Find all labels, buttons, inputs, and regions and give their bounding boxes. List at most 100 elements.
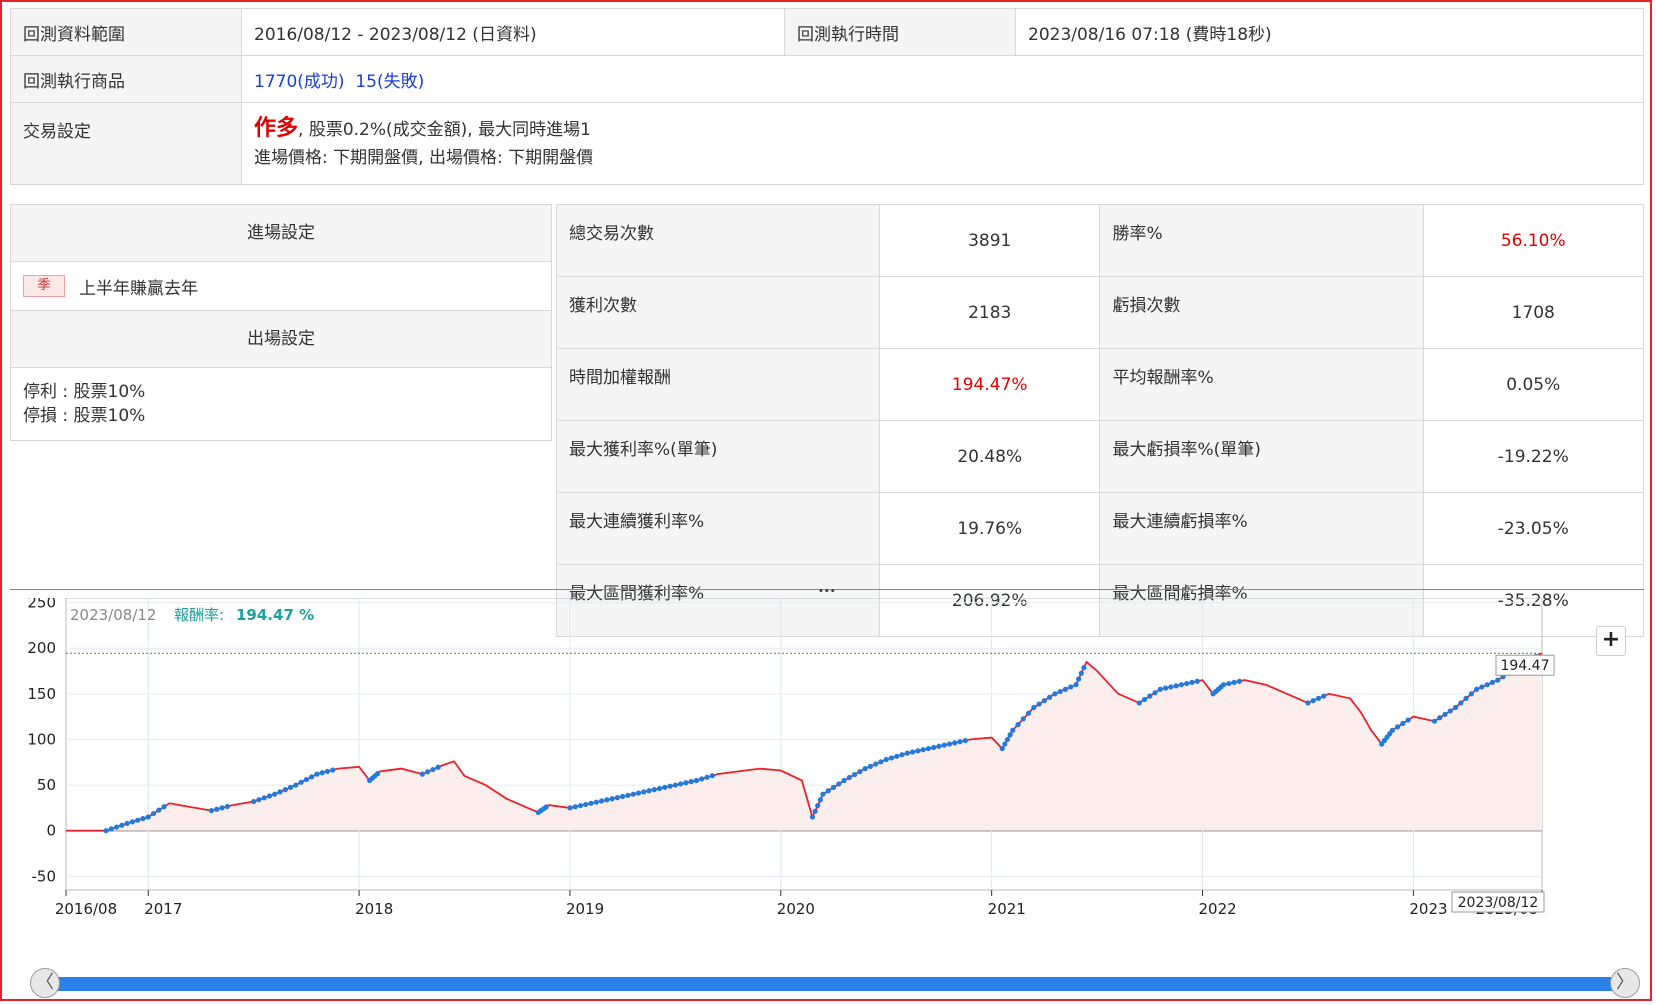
last-value-label: 194.47 bbox=[1501, 658, 1550, 674]
x-tick-label: 2018 bbox=[355, 900, 393, 918]
exec-time-label: 回測執行時間 bbox=[784, 8, 1016, 56]
trade-marker bbox=[430, 766, 436, 773]
trade-marker bbox=[946, 741, 953, 747]
stats-row: 最大區間獲利率% 206.92% 最大區間虧損率% -35.28% bbox=[555, 564, 1644, 637]
exec-time-value: 2023/08/16 07:18 (費時18秒) bbox=[1015, 8, 1644, 56]
trade-marker bbox=[287, 784, 294, 790]
trade-marker bbox=[1194, 678, 1200, 684]
trade-marker bbox=[330, 767, 336, 773]
trade-marker bbox=[862, 766, 868, 772]
stats-value: 194.47% bbox=[879, 348, 1101, 421]
trade-marker bbox=[646, 788, 652, 794]
trade-marker bbox=[1010, 727, 1016, 733]
x-tick-label: 2022 bbox=[1199, 900, 1237, 918]
return-chart: -50 0 50 100 150 200 250 2016/08 2017 2018 2019 202… bbox=[27, 598, 1555, 918]
trade-marker bbox=[140, 815, 146, 822]
stats-row: 最大獲利率%(單筆) 20.48% 最大虧損率%(單筆) -19.22% bbox=[555, 420, 1644, 493]
y-tick-label: 0 bbox=[46, 822, 56, 840]
exit-settings-header: 出場設定 bbox=[11, 311, 551, 368]
stats-value: -19.22% bbox=[1422, 420, 1644, 493]
crosshair-date-box bbox=[1451, 891, 1545, 913]
stats-row: 總交易次數 3891 勝率% 56.10% bbox=[555, 204, 1644, 277]
trade-marker bbox=[1495, 677, 1501, 683]
splitter-line[interactable] bbox=[10, 589, 1644, 590]
x-tick-label: 2020 bbox=[777, 900, 815, 918]
trade-marker bbox=[857, 769, 863, 775]
stats-key: 最大獲利率%(單筆) bbox=[555, 420, 881, 493]
trade-label: 交易設定 bbox=[10, 102, 242, 185]
y-tick-label: -50 bbox=[32, 867, 57, 885]
trade-marker bbox=[1394, 724, 1401, 730]
trade-marker bbox=[852, 771, 858, 778]
chart-scrollbar[interactable] bbox=[32, 977, 1624, 991]
trade-marker bbox=[114, 824, 120, 830]
trade-marker bbox=[1236, 678, 1243, 684]
trade-marker bbox=[846, 774, 852, 781]
trade-marker bbox=[1068, 684, 1074, 690]
stats-value: -35.28% bbox=[1422, 564, 1644, 637]
trade-marker bbox=[809, 814, 816, 820]
trade-marker bbox=[419, 771, 425, 777]
product-value: 1770(成功) 15(失敗) bbox=[241, 55, 1644, 103]
trade-marker bbox=[1489, 679, 1496, 686]
trade-marker bbox=[604, 797, 610, 803]
zoom-plus-button[interactable]: + bbox=[1596, 626, 1626, 656]
trade-marker bbox=[625, 792, 631, 798]
trade-marker bbox=[1468, 691, 1474, 697]
stats-value: 2183 bbox=[879, 276, 1101, 349]
trade-marker bbox=[1004, 736, 1011, 743]
backtest-info-table: 回測資料範圍 2016/08/12 - 2023/08/12 (日資料) 回測執… bbox=[10, 8, 1644, 185]
trade-marker bbox=[1147, 693, 1153, 699]
splitter-handle-icon[interactable]: ••• bbox=[818, 586, 836, 597]
chart-header-value: 194.47 % bbox=[236, 606, 314, 624]
trade-marker bbox=[672, 782, 678, 788]
trade-line2: 進場價格: 下期開盤價, 出場價格: 下期開盤價 bbox=[254, 148, 594, 168]
take-profit: 停利 : 股票10% bbox=[23, 382, 146, 402]
stats-key: 最大連續虧損率% bbox=[1099, 492, 1424, 565]
scroll-left-button[interactable]: 〈 bbox=[30, 968, 60, 998]
product-success-link[interactable]: 1770(成功) bbox=[254, 71, 345, 92]
trade-marker bbox=[825, 788, 831, 794]
trade-marker bbox=[1389, 727, 1395, 733]
trade-marker bbox=[1062, 686, 1069, 692]
trade-marker bbox=[1431, 718, 1438, 724]
trade-marker bbox=[894, 753, 900, 759]
stats-value: 19.76% bbox=[879, 492, 1101, 565]
x-tick-label: 2019 bbox=[566, 900, 604, 918]
trade-marker bbox=[704, 774, 710, 780]
trade-marker bbox=[1025, 710, 1032, 716]
stats-table: 總交易次數 3891 勝率% 56.10% 獲利次數 2183 虧損次數 1708 時間加權報酬… bbox=[555, 204, 1644, 637]
trade-marker bbox=[1452, 704, 1459, 711]
trade-marker bbox=[909, 749, 916, 755]
stats-key: 時間加權報酬 bbox=[555, 348, 881, 421]
scroll-right-button[interactable]: 〉 bbox=[1610, 968, 1640, 998]
trade-marker bbox=[614, 795, 620, 801]
trade-marker bbox=[435, 764, 441, 770]
x-tick-label: 2016/08 bbox=[55, 900, 117, 918]
stats-key: 虧損次數 bbox=[1099, 276, 1424, 349]
trade-marker bbox=[1447, 708, 1453, 714]
x-tick-label: 2021 bbox=[988, 900, 1026, 918]
chart-axes: -50 0 50 100 150 200 250 2016/08 2017 2018 2019 202… bbox=[27, 598, 1555, 918]
range-label: 回測資料範圍 bbox=[10, 8, 242, 56]
trade-marker bbox=[208, 808, 215, 814]
product-fail-link[interactable]: 15(失敗) bbox=[355, 71, 425, 92]
trade-marker bbox=[817, 797, 823, 803]
trade-marker bbox=[1458, 700, 1464, 706]
trade-marker bbox=[1081, 664, 1087, 671]
trade-marker bbox=[962, 737, 968, 744]
trade-marker bbox=[936, 743, 942, 749]
trade-marker bbox=[261, 795, 267, 801]
trade-marker bbox=[309, 774, 315, 780]
trade-marker bbox=[598, 798, 605, 804]
trade-marker bbox=[324, 768, 331, 774]
trade-marker bbox=[108, 826, 114, 832]
stats-key: 最大區間獲利率% bbox=[555, 564, 881, 637]
trade-marker bbox=[820, 791, 826, 797]
trade-marker bbox=[952, 740, 958, 746]
trade-marker bbox=[129, 819, 136, 825]
trade-marker bbox=[957, 739, 963, 745]
trade-marker bbox=[1073, 682, 1079, 688]
trade-marker bbox=[156, 807, 162, 813]
trade-marker bbox=[272, 791, 278, 797]
